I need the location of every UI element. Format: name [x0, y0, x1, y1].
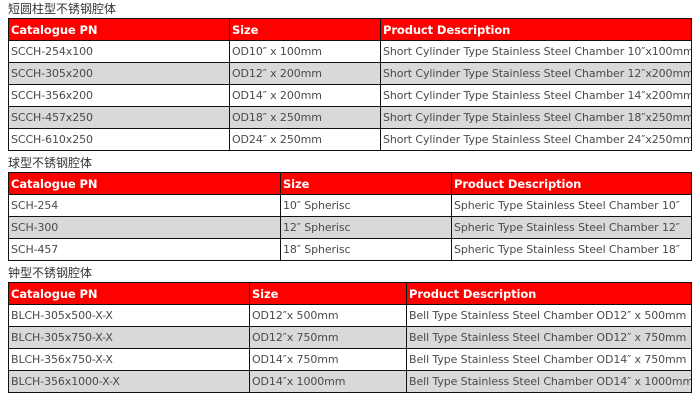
column-header: Catalogue PN — [8, 282, 250, 305]
table-cell: OD12″ x 200mm — [229, 62, 381, 85]
short-cylinder-table: Catalogue PN Size Product Description SCCH-… — [8, 18, 692, 151]
table-cell: BLCH-305x500-X-X — [8, 304, 250, 327]
table-cell: OD10″ x 100mm — [229, 40, 381, 63]
table-cell: Short Cylinder Type Stainless Steel Cham… — [380, 128, 692, 151]
table-row: BLCH-356x750-X-X OD14″x 750mm Bell Type St… — [8, 348, 692, 371]
table-cell: SCCH-356x200 — [8, 84, 230, 107]
table-cell: Spheric Type Stainless Steel Chamber 18″ — [451, 238, 692, 261]
table-header-row: Catalogue PN Size Product Description — [8, 172, 692, 195]
column-header: Size — [280, 172, 452, 195]
column-header: Product Description — [406, 282, 692, 305]
table-cell: SCH-300 — [8, 216, 281, 239]
table-header-row: Catalogue PN Size Product Description — [8, 18, 692, 41]
table-header-row: Catalogue PN Size Product Description — [8, 282, 692, 305]
table-row: SCCH-254x100 OD10″ x 100mm Short Cylinder … — [8, 40, 692, 63]
table-cell: SCH-254 — [8, 194, 281, 217]
table-row: SCH-300 12″ Spherisc Spheric Type Stainles… — [8, 216, 692, 239]
table-row: SCCH-610x250 OD24″ x 250mm Short Cylinder … — [8, 128, 692, 151]
table-cell: Spheric Type Stainless Steel Chamber 12″ — [451, 216, 692, 239]
table-cell: OD18″ x 250mm — [229, 106, 381, 129]
column-header: Catalogue PN — [8, 172, 281, 195]
table-cell: OD14″x 1000mm — [249, 370, 407, 393]
table-cell: BLCH-356x750-X-X — [8, 348, 250, 371]
spheric-section-title: 球型不锈钢腔体 — [8, 156, 93, 170]
spheric-table: Catalogue PN Size Product Description SCH-2… — [8, 172, 692, 261]
column-header: Product Description — [451, 172, 692, 195]
table-cell: OD12″x 500mm — [249, 304, 407, 327]
table-cell: OD14″ x 200mm — [229, 84, 381, 107]
table-cell: Short Cylinder Type Stainless Steel Cham… — [380, 106, 692, 129]
table-cell: OD14″x 750mm — [249, 348, 407, 371]
table-cell: SCCH-254x100 — [8, 40, 230, 63]
table-cell: BLCH-356x1000-X-X — [8, 370, 250, 393]
table-cell: Bell Type Stainless Steel Chamber OD12″ … — [406, 326, 692, 349]
column-header: Size — [249, 282, 407, 305]
table-cell: Bell Type Stainless Steel Chamber OD12″ … — [406, 304, 692, 327]
table-row: SCCH-356x200 OD14″ x 200mm Short Cylinder … — [8, 84, 692, 107]
table-row: SCH-254 10″ Spherisc Spheric Type Stainles… — [8, 194, 692, 217]
table-cell: SCCH-305x200 — [8, 62, 230, 85]
table-cell: 10″ Spherisc — [280, 194, 452, 217]
table-row: SCCH-457x250 OD18″ x 250mm Short Cylinder … — [8, 106, 692, 129]
bell-table: Catalogue PN Size Product Description BLCH-… — [8, 282, 692, 393]
bell-section-title: 钟型不锈钢腔体 — [8, 266, 93, 280]
table-row: BLCH-305x750-X-X OD12″x 750mm Bell Type St… — [8, 326, 692, 349]
table-cell: 18″ Spherisc — [280, 238, 452, 261]
column-header: Product Description — [380, 18, 692, 41]
table-cell: OD12″x 750mm — [249, 326, 407, 349]
table-cell: Short Cylinder Type Stainless Steel Cham… — [380, 62, 692, 85]
table-cell: Bell Type Stainless Steel Chamber OD14″ … — [406, 348, 692, 371]
table-row: SCCH-305x200 OD12″ x 200mm Short Cylinder … — [8, 62, 692, 85]
column-header: Size — [229, 18, 381, 41]
table-cell: Short Cylinder Type Stainless Steel Cham… — [380, 40, 692, 63]
table-cell: Spheric Type Stainless Steel Chamber 10″ — [451, 194, 692, 217]
short-cylinder-section-title: 短圆柱型不锈钢腔体 — [8, 2, 117, 16]
table-cell: 12″ Spherisc — [280, 216, 452, 239]
table-cell: OD24″ x 250mm — [229, 128, 381, 151]
table-cell: Short Cylinder Type Stainless Steel Cham… — [380, 84, 692, 107]
table-row: SCH-457 18″ Spherisc Spheric Type Stainles… — [8, 238, 692, 261]
table-cell: BLCH-305x750-X-X — [8, 326, 250, 349]
table-row: BLCH-305x500-X-X OD12″x 500mm Bell Type St… — [8, 304, 692, 327]
table-cell: Bell Type Stainless Steel Chamber OD14″ … — [406, 370, 692, 393]
table-row: BLCH-356x1000-X-X OD14″x 1000mm Bell Type … — [8, 370, 692, 393]
table-cell: SCH-457 — [8, 238, 281, 261]
table-cell: SCCH-457x250 — [8, 106, 230, 129]
table-cell: SCCH-610x250 — [8, 128, 230, 151]
column-header: Catalogue PN — [8, 18, 230, 41]
